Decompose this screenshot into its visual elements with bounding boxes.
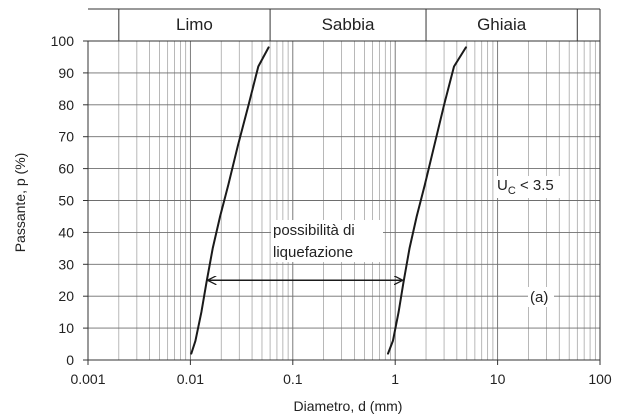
- axis-ticks: 0 10 20 30 40 50 60 70 80 90 100 0.001 0.01 0.1 1 10 100: [51, 33, 612, 387]
- x-axis-title: Diametro, d (mm): [294, 398, 403, 414]
- panel-tag: (a): [530, 289, 548, 306]
- uniformity-value: < 3.5: [516, 177, 554, 194]
- grading-curves: [190, 46, 467, 355]
- y-tick-label: 50: [58, 193, 74, 209]
- band-label-limo: Limo: [176, 15, 213, 34]
- band-label-ghiaia: Ghiaia: [477, 15, 527, 34]
- x-tick-label: 1: [391, 371, 399, 387]
- y-tick-label: 20: [58, 288, 74, 304]
- y-tick-label: 0: [66, 352, 74, 368]
- chart-grid: [88, 41, 600, 360]
- x-tick-label: 0.001: [70, 371, 105, 387]
- y-tick-label: 10: [58, 320, 74, 336]
- y-tick-label: 100: [51, 33, 75, 49]
- uniformity-coefficient-label: UC < 3.5: [497, 177, 554, 197]
- y-tick-label: 70: [58, 129, 74, 145]
- y-tick-label: 90: [58, 65, 74, 81]
- grading-curve-1: [190, 46, 270, 355]
- x-tick-label: 10: [490, 371, 506, 387]
- soil-class-band-row: Limo Sabbia Ghiaia: [88, 8, 601, 41]
- grading-curve-2: [387, 46, 467, 355]
- x-tick-label: 0.01: [177, 371, 204, 387]
- x-tick-label: 0.1: [283, 371, 303, 387]
- y-axis-title: Passante, p (%): [12, 153, 28, 253]
- panel-tag-background: [528, 287, 554, 307]
- x-tick-label: 100: [588, 371, 612, 387]
- uniformity-label-background: [494, 176, 566, 198]
- y-tick-label: 40: [58, 224, 74, 240]
- liquefaction-label-background: [271, 220, 383, 262]
- band-label-sabbia: Sabbia: [322, 15, 375, 34]
- y-tick-label: 30: [58, 256, 74, 272]
- liquefaction-label-line1: possibilità di: [273, 222, 355, 239]
- uniformity-subscript: C: [508, 185, 516, 197]
- liquefaction-label-line2: liquefazione: [273, 244, 353, 261]
- y-tick-label: 60: [58, 161, 74, 177]
- uniformity-symbol: U: [497, 177, 508, 194]
- y-tick-label: 80: [58, 97, 74, 113]
